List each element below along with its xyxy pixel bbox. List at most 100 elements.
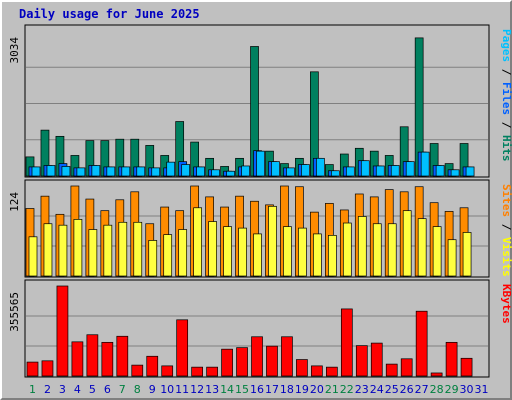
bar-sites-day-14: [223, 226, 232, 277]
bar-kbytes-day-2: [41, 360, 54, 377]
bar-sites-day-25: [387, 223, 397, 277]
y-max-label: 355565: [8, 292, 21, 332]
bar-kbytes-day-13: [206, 366, 218, 377]
bar-pages-day-19: [301, 164, 310, 177]
x-tick-label-5: 5: [89, 383, 96, 396]
bar-sites-day-7: [118, 221, 128, 277]
bar-pages-day-7: [121, 166, 131, 177]
bar-sites-day-29: [447, 239, 457, 277]
bar-pages-day-22: [345, 166, 355, 177]
bar-sites-day-8: [133, 221, 143, 277]
bar-kbytes-day-30: [460, 357, 473, 377]
x-tick-label-17: 17: [265, 383, 279, 396]
bar-sites-day-1: [28, 236, 38, 277]
y-max-label: 124: [8, 192, 21, 212]
bar-kbytes-day-18: [281, 336, 293, 377]
bar-pages-day-20: [316, 157, 325, 177]
legend-entry: KBytes: [500, 284, 512, 324]
bar-sites-day-30: [462, 232, 472, 277]
bar-sites-day-16: [253, 233, 262, 277]
bar-pages-day-8: [136, 166, 146, 177]
bar-kbytes-day-12: [191, 366, 203, 377]
bar-pages-day-12: [196, 166, 205, 177]
x-tick-label-20: 20: [310, 383, 324, 396]
x-tick-label-13: 13: [205, 383, 219, 396]
bar-kbytes-day-15: [236, 347, 248, 377]
x-tick-label-9: 9: [149, 383, 156, 396]
bar-kbytes-day-16: [251, 336, 263, 377]
bar-pages-day-2: [46, 165, 56, 177]
bar-sites-day-19: [298, 227, 307, 277]
bar-kbytes-day-10: [161, 365, 174, 377]
x-tick-label-30: 30: [460, 383, 474, 396]
legend-entry: Sites: [500, 184, 512, 217]
bar-kbytes-day-4: [71, 341, 84, 377]
x-tick-label-4: 4: [74, 383, 81, 396]
bar-sites-day-21: [328, 235, 337, 277]
bar-kbytes-day-24: [370, 342, 383, 377]
bar-pages-day-5: [91, 165, 101, 177]
y-max-label: 3034: [8, 37, 21, 64]
x-tick-label-21: 21: [325, 383, 339, 396]
bar-pages-day-14: [226, 170, 235, 177]
bar-sites-day-17: [268, 205, 277, 277]
bar-sites-day-2: [43, 223, 53, 277]
bar-pages-day-1: [31, 166, 41, 177]
bar-sites-day-10: [163, 234, 173, 277]
bar-sites-day-15: [238, 227, 247, 277]
bar-pages-day-30: [465, 166, 475, 177]
bar-pages-day-29: [450, 169, 460, 177]
bar-sites-day-12: [193, 207, 202, 277]
bar-pages-day-3: [61, 166, 71, 177]
bar-sites-day-5: [88, 229, 98, 277]
bar-kbytes-day-14: [221, 348, 233, 377]
x-tick-label-10: 10: [160, 383, 174, 396]
x-tick-label-2: 2: [44, 383, 51, 396]
x-tick-label-3: 3: [59, 383, 66, 396]
bar-pages-day-21: [331, 170, 340, 177]
x-tick-label-22: 22: [340, 383, 354, 396]
legend-entry: /: [500, 62, 512, 82]
bar-pages-day-15: [241, 165, 250, 177]
x-tick-label-14: 14: [220, 383, 234, 396]
legend-label: KBytes: [500, 284, 512, 324]
bar-pages-day-27: [420, 151, 430, 177]
bar-kbytes-day-28: [430, 372, 443, 377]
bar-pages-day-11: [181, 164, 191, 177]
legend-entry: Pages: [500, 29, 512, 62]
legend-entry: Visits: [500, 237, 512, 277]
bar-pages-day-6: [106, 166, 116, 177]
bar-kbytes-day-17: [266, 345, 278, 377]
x-tick-label-24: 24: [370, 383, 384, 396]
bar-kbytes-day-20: [311, 365, 323, 377]
bar-pages-day-16: [256, 150, 265, 177]
bar-kbytes-day-25: [385, 363, 398, 377]
bar-kbytes-day-7: [116, 335, 129, 377]
legend-label: Pages / Files / Hits: [500, 29, 512, 162]
bar-sites-day-20: [313, 233, 322, 277]
bar-kbytes-day-6: [101, 341, 114, 377]
x-tick-label-16: 16: [250, 383, 264, 396]
bar-pages-day-9: [151, 167, 161, 177]
bar-sites-day-9: [148, 240, 158, 277]
bar-sites-day-23: [357, 216, 367, 277]
bar-sites-day-13: [208, 221, 217, 277]
x-tick-label-23: 23: [355, 383, 369, 396]
bar-pages-day-10: [166, 161, 176, 177]
bar-kbytes-day-27: [415, 310, 428, 377]
bar-kbytes-day-11: [176, 319, 189, 377]
bar-pages-day-23: [360, 160, 370, 177]
bar-pages-day-18: [286, 167, 295, 177]
x-tick-label-25: 25: [385, 383, 399, 396]
bar-kbytes-day-1: [26, 361, 39, 377]
bar-kbytes-day-22: [340, 308, 353, 377]
bar-kbytes-day-19: [296, 359, 308, 377]
bar-kbytes-day-21: [326, 366, 338, 377]
bar-kbytes-day-23: [355, 345, 368, 377]
bar-kbytes-day-9: [146, 355, 159, 377]
legend-label: Sites / Visits: [500, 184, 512, 277]
bar-sites-day-28: [432, 226, 442, 277]
x-tick-label-11: 11: [175, 383, 189, 396]
legend-entry: Files: [500, 82, 512, 115]
bar-pages-day-4: [76, 167, 86, 177]
